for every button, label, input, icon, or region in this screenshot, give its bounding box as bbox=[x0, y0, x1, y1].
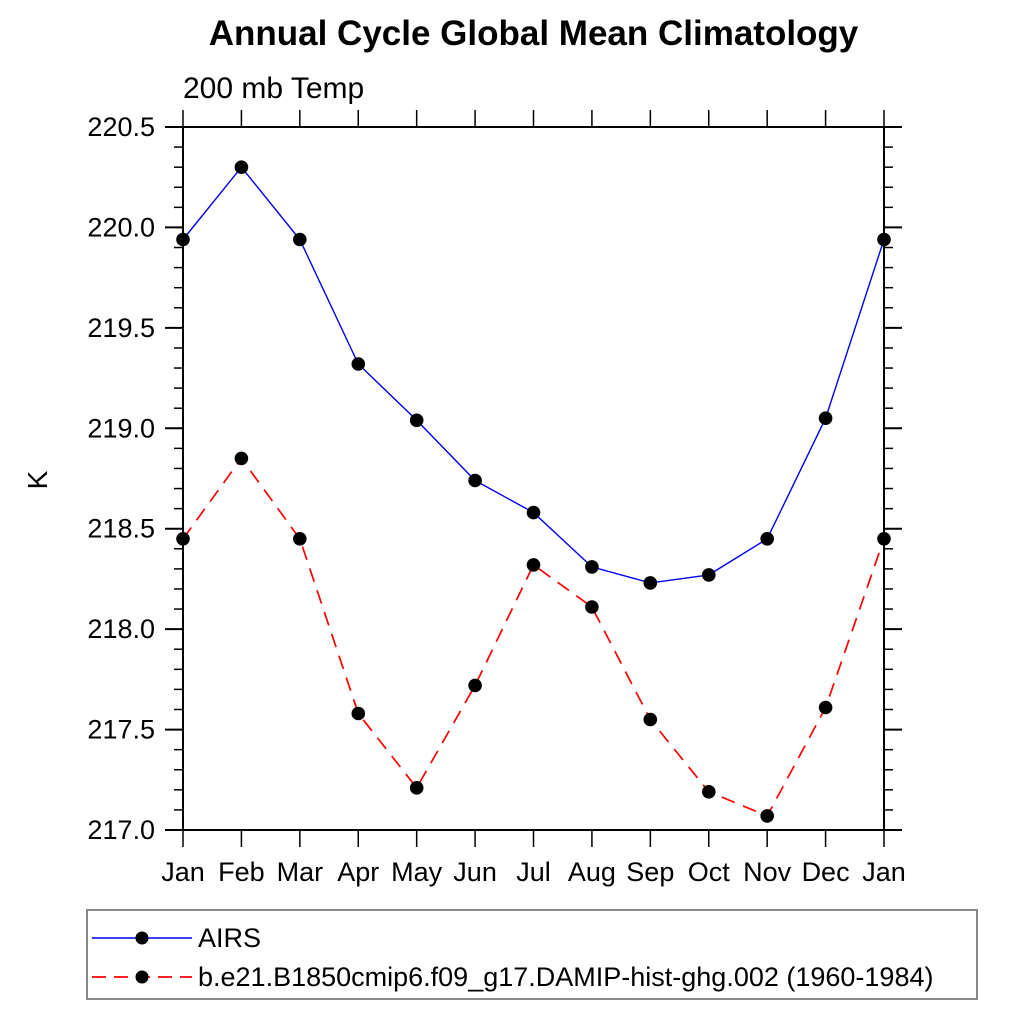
y-tick-label: 217.0 bbox=[87, 815, 155, 845]
y-tick-label: 218.5 bbox=[87, 514, 155, 544]
data-point bbox=[234, 160, 249, 174]
data-point bbox=[760, 809, 774, 823]
data-point bbox=[293, 532, 307, 546]
legend-label: b.e21.B1850cmip6.f09_g17.DAMIP-hist-ghg.… bbox=[198, 961, 934, 992]
data-point bbox=[351, 706, 366, 721]
data-point bbox=[877, 232, 891, 247]
month-label: Feb bbox=[218, 857, 265, 887]
legend-item-model: b.e21.B1850cmip6.f09_g17.DAMIP-hist-ghg.… bbox=[92, 962, 933, 992]
series-markers-airs bbox=[176, 160, 891, 590]
series-line-airs bbox=[182, 166, 885, 584]
data-point bbox=[818, 411, 833, 426]
data-point bbox=[643, 576, 658, 590]
data-point bbox=[176, 532, 190, 546]
data-point bbox=[702, 785, 716, 799]
data-point bbox=[293, 232, 307, 247]
month-label: Aug bbox=[568, 857, 616, 887]
legend-label: AIRS bbox=[198, 922, 262, 953]
data-point bbox=[585, 600, 599, 614]
month-label: Mar bbox=[277, 857, 324, 887]
y-tick-label: 218.0 bbox=[87, 614, 155, 644]
month-label: Dec bbox=[802, 857, 850, 887]
data-point bbox=[351, 357, 366, 371]
month-label: Sep bbox=[626, 857, 674, 887]
month-label: Jul bbox=[516, 857, 551, 887]
data-point bbox=[409, 413, 424, 428]
y-tick-label: 220.0 bbox=[87, 212, 155, 242]
x-axis-ticks bbox=[182, 110, 885, 847]
legend-line-sample bbox=[92, 931, 192, 945]
data-point bbox=[234, 451, 249, 466]
legend-line-sample bbox=[92, 970, 192, 984]
y-tick-label: 219.5 bbox=[87, 313, 155, 343]
month-label: Nov bbox=[743, 857, 792, 887]
data-point bbox=[818, 700, 833, 715]
data-point bbox=[526, 505, 541, 520]
legend-marker-dot bbox=[135, 931, 149, 945]
data-point bbox=[409, 781, 424, 795]
data-point bbox=[468, 678, 482, 693]
data-point bbox=[877, 532, 891, 546]
y-tick-label: 217.5 bbox=[87, 715, 155, 745]
data-point bbox=[702, 568, 716, 582]
month-label: Jan bbox=[862, 857, 906, 887]
data-point bbox=[760, 532, 774, 546]
legend-marker-dot bbox=[135, 970, 149, 984]
data-point bbox=[526, 558, 541, 572]
y-tick-label: 219.0 bbox=[87, 413, 155, 443]
legend: AIRS b.e21.B1850cmip6.f09_g17.DAMIP-hist-… bbox=[86, 909, 978, 1000]
month-label: Jan bbox=[161, 857, 205, 887]
y-tick-label: 220.5 bbox=[87, 112, 155, 142]
month-label: Jun bbox=[453, 857, 497, 887]
month-label: Apr bbox=[337, 857, 379, 887]
data-point bbox=[176, 232, 190, 247]
chart-title: Annual Cycle Global Mean Climatology bbox=[208, 14, 859, 53]
y-axis-major-ticks bbox=[165, 126, 902, 831]
legend-item-airs: AIRS bbox=[92, 923, 261, 953]
month-label: May bbox=[391, 857, 443, 887]
x-axis-tick-labels: Jan Feb Mar Apr May Jun Jul Aug Sep Oct Nov Dec Jan bbox=[161, 857, 906, 887]
data-point bbox=[585, 560, 599, 574]
month-label: Oct bbox=[688, 857, 731, 887]
chart-subtitle: 200 mb Temp bbox=[183, 72, 365, 105]
y-axis-minor-ticks bbox=[174, 146, 893, 811]
data-point bbox=[468, 473, 482, 488]
plot-frame bbox=[182, 126, 885, 831]
y-axis-tick-labels: 217.0 217.5 218.0 218.5 219.0 219.5 220.0 220.5 bbox=[87, 112, 155, 845]
data-point bbox=[643, 712, 658, 727]
series-markers-model bbox=[176, 451, 891, 823]
